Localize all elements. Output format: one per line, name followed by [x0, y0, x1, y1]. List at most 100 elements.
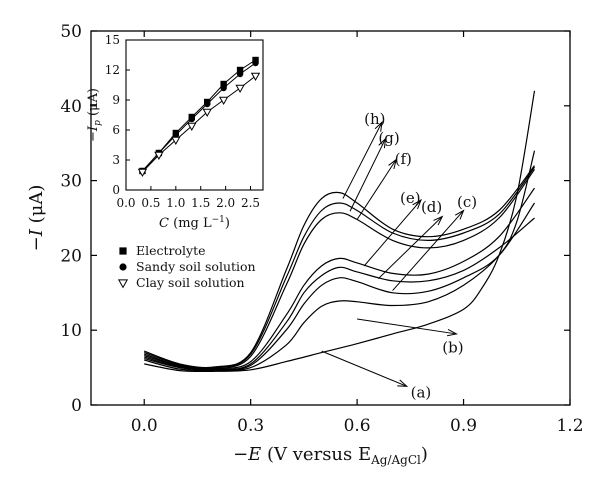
inset-x-tick-label: 1.0 — [166, 196, 185, 210]
inset-y-label-sub: p — [93, 120, 103, 126]
curve-label-arrow — [363, 199, 422, 267]
inset-point-circle — [204, 100, 211, 108]
inset-x-label-text: (mg L — [169, 216, 212, 231]
curve-labels: (a) (b) (c) (d)(e) (f) (g)(h) — [321, 110, 477, 402]
curve-label: (e) — [400, 189, 421, 207]
inset-x-tick-label: 2.0 — [216, 196, 235, 210]
x-axis-label-sub: Ag/AgCl — [370, 453, 421, 467]
x-tick-label: 0.0 — [131, 416, 158, 436]
inset-series-line — [142, 62, 256, 172]
inset-chart: 0.0 0.5 1.0 1.5 2.0 2.5 0 3 6 9 12 15 C (mg L−1) −Ip … — [86, 33, 264, 231]
curve-label-arrow — [378, 216, 443, 279]
curve-label-arrow — [392, 210, 464, 291]
inset-point-triangle-down — [250, 72, 261, 82]
inset-x-label-sup: −1 — [212, 215, 225, 225]
y-axis-label-text: (μA) — [26, 185, 47, 229]
y-tick-label: 30 — [60, 172, 82, 192]
curve-label-arrow — [349, 138, 386, 212]
x-tick-label: 0.9 — [450, 416, 477, 436]
inset-point-triangle-down — [202, 108, 212, 118]
inset-point-triangle-down — [137, 168, 148, 178]
curve-label-arrowhead — [397, 379, 409, 387]
inset-x-label-var: C — [159, 216, 169, 231]
inset-y-label-var: I — [86, 125, 101, 132]
curve-label-arrowhead — [374, 120, 383, 132]
curve-label: (a) — [411, 384, 432, 402]
curve-label: (b) — [442, 339, 463, 357]
y-tick-label: 50 — [60, 22, 82, 42]
inset-point-circle — [172, 131, 180, 139]
curve-e — [144, 187, 535, 370]
inset-x-tick-label: 2.5 — [241, 196, 260, 210]
inset-y-tick-label: 3 — [112, 153, 120, 167]
x-axis-label-var: E — [247, 444, 261, 465]
inset-point-circle — [252, 59, 259, 67]
curve-d — [144, 217, 535, 370]
curve-label-arrowhead — [388, 158, 397, 170]
x-tick-label: 1.2 — [556, 416, 583, 436]
x-axis-label-text: (V versus E — [261, 444, 371, 465]
legend-label: Clay soil solution — [136, 275, 245, 290]
plot-frame — [90, 30, 571, 406]
y-tick-label: 20 — [60, 246, 82, 266]
y-tick-label: 0 — [71, 396, 82, 416]
inset-x-tick-label: 0.0 — [116, 196, 135, 210]
y-tick-label: 40 — [60, 97, 82, 117]
curve-label-arrowhead — [412, 198, 422, 210]
y-axis-label-prefix: − — [26, 236, 47, 251]
curve-label-arrowhead — [433, 215, 444, 226]
inset-y-axis-label: −Ip (μA) — [86, 88, 103, 142]
inset-point-triangle-down — [171, 136, 181, 146]
x-axis-label: −E (V versus EAg/AgCl) — [233, 444, 428, 467]
legend-marker-square — [119, 247, 127, 255]
x-axis-label-suffix: ) — [421, 444, 428, 465]
x-tick-label: 0.3 — [237, 416, 264, 436]
curve-h — [143, 165, 535, 369]
inset-point-circle — [188, 115, 195, 123]
inset-y-label-prefix: − — [86, 131, 101, 142]
y-tick-label: 10 — [60, 321, 82, 341]
curve-label-arrow — [357, 318, 457, 335]
inset-point-triangle-down — [218, 96, 229, 106]
curve-label-arrowhead — [378, 137, 387, 149]
y-axis-label: −I (μA) — [26, 185, 47, 252]
x-tick-label: 0.6 — [344, 416, 371, 436]
curve-label: (h) — [364, 110, 385, 128]
curve-label-arrowhead — [454, 209, 465, 220]
inset-y-tick-label: 12 — [105, 63, 120, 77]
inset-point-circle — [220, 84, 227, 92]
curve-label: (c) — [457, 193, 477, 211]
curve-label: (d) — [421, 198, 442, 216]
inset-y-tick-label: 6 — [112, 123, 120, 137]
curve-g — [144, 166, 535, 369]
curve-label-arrowhead — [446, 328, 458, 337]
curve-label-arrow — [321, 350, 407, 387]
inset-point-square — [220, 80, 227, 88]
inset-y-label-text: (μA) — [86, 88, 101, 120]
curve-label-arrow — [342, 122, 383, 199]
inset-point-circle — [236, 70, 244, 78]
legend-marker-triangle-down — [117, 279, 129, 289]
inset-point-triangle-down — [154, 151, 164, 161]
inset-y-tick-label: 0 — [112, 183, 120, 197]
curve-label: (g) — [378, 129, 399, 147]
x-axis-label-prefix: − — [233, 444, 248, 465]
inset-point-triangle-down — [235, 84, 245, 94]
inset-x-tick-label: 1.5 — [191, 196, 210, 210]
y-axis-label-var: I — [26, 228, 47, 237]
inset-x-label-suffix: ) — [225, 216, 230, 231]
inset-y-tick-label: 9 — [112, 93, 120, 107]
inset-x-axis-label: C (mg L−1) — [159, 215, 230, 231]
legend-marker-circle — [119, 263, 127, 271]
inset-point-triangle-down — [187, 122, 197, 132]
curve-c — [144, 202, 535, 371]
curve-label-arrow — [356, 159, 397, 220]
curves — [143, 90, 536, 373]
inset-x-tick-label: 0.5 — [141, 196, 160, 210]
inset-point-square — [236, 66, 244, 74]
curve-label: (f) — [395, 150, 412, 168]
